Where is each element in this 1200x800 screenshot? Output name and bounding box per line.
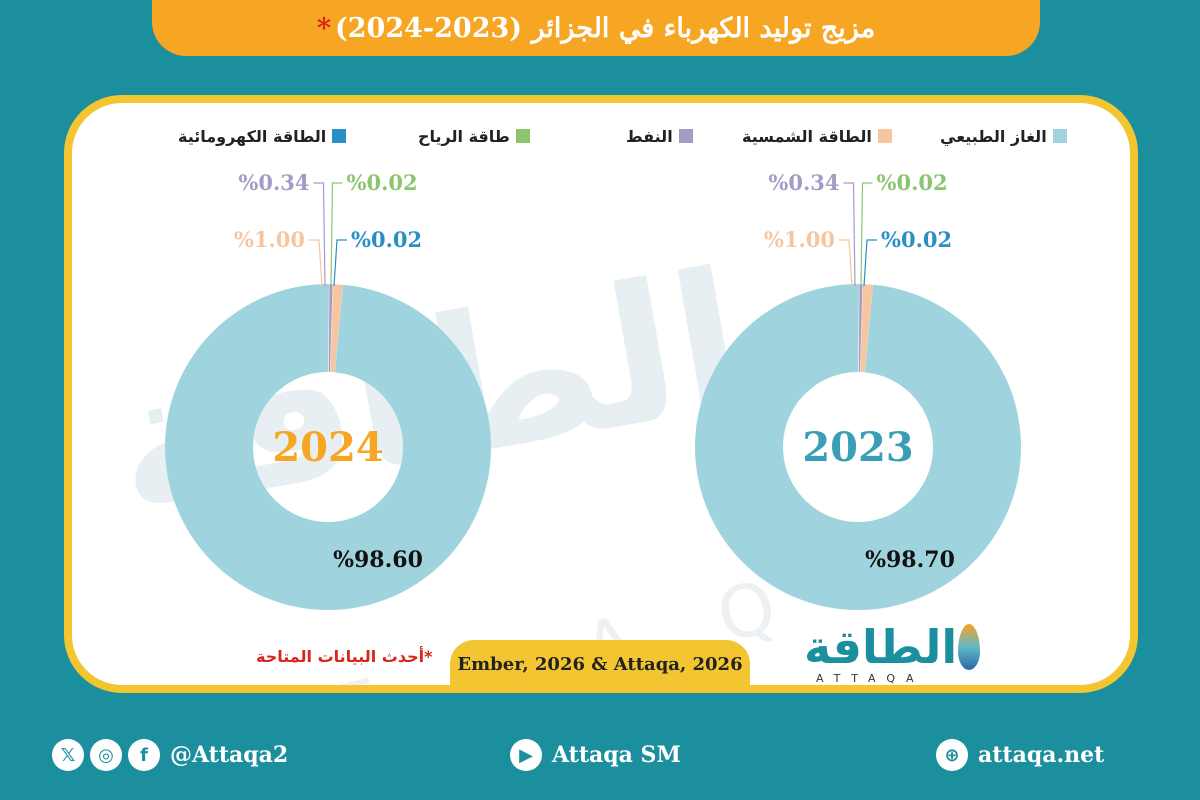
legend-swatch-gas	[1052, 129, 1067, 143]
legend-label-oil: النفط	[626, 126, 673, 146]
legend-label-wind: طاقة الرياح	[418, 126, 510, 146]
data-label-2024-hydro: %0.02	[351, 227, 422, 252]
data-label-2023-oil: %0.34	[768, 170, 839, 195]
source-label: Ember, 2026 & Attaqa, 2026	[450, 640, 750, 688]
data-label-2023-solar: %1.00	[764, 227, 835, 252]
data-label-2024-solar: %1.00	[234, 227, 305, 252]
slice-2024-gas	[164, 284, 491, 610]
youtube-channel[interactable]: Attaqa SM	[552, 742, 681, 768]
x-icon[interactable]: 𝕏	[52, 739, 84, 771]
legend-label-hydro: الطاقة الكهرومائية	[178, 126, 327, 146]
youtube-icon[interactable]: ▶	[510, 739, 542, 771]
globe-icon[interactable]: ⊕	[936, 739, 968, 771]
slice-2023-gas	[695, 284, 1022, 610]
chart-title: مزيج توليد الكهرباء في الجزائر (2023-202…	[334, 12, 876, 44]
legend-item-hydro: الطاقة الكهرومائية	[178, 124, 347, 148]
leader-line-2024-oil	[313, 182, 326, 287]
youtube-group: ▶ Attaqa SM	[510, 737, 681, 773]
data-label-2023-hydro: %0.02	[881, 227, 952, 252]
logo-latin: ATTAQA	[816, 672, 925, 685]
facebook-icon[interactable]: f	[128, 739, 160, 771]
legend-swatch-oil	[678, 129, 693, 143]
leader-line-2024-wind	[330, 182, 343, 287]
center-year-2024: 2024	[272, 424, 383, 471]
legend-item-oil: النفط	[626, 124, 693, 148]
legend-item-solar: الطاقة الشمسية	[742, 124, 892, 148]
title-asterisk: *	[316, 12, 331, 44]
center-year-2023: 2023	[802, 424, 913, 471]
leader-line-2024-hydro	[333, 239, 347, 287]
logo-arabic: الطاقة	[804, 620, 958, 674]
leader-line-2024-solar	[309, 239, 323, 287]
attaqa-logo: الطاقة ATTAQA	[804, 618, 984, 686]
social-handle[interactable]: @Attaqa2	[170, 742, 289, 768]
social-handle-group: 𝕏 ◎ f @Attaqa2	[52, 737, 288, 773]
slice-2024-solar	[330, 283, 344, 373]
legend-label-solar: الطاقة الشمسية	[742, 126, 872, 146]
legend-item-gas: الغاز الطبيعي	[940, 124, 1067, 148]
data-label-2023-gas: %98.70	[865, 547, 955, 573]
data-label-2024-gas: %98.60	[333, 547, 423, 573]
data-label-2024-oil: %0.34	[238, 170, 309, 195]
data-label-2024-wind: %0.02	[347, 170, 418, 195]
legend-item-wind: طاقة الرياح	[418, 124, 530, 148]
legend-swatch-hydro	[332, 129, 347, 143]
legend-label-gas: الغاز الطبيعي	[940, 126, 1047, 146]
leader-line-2023-solar	[839, 239, 853, 287]
leader-line-2023-hydro	[863, 239, 877, 287]
website-group: ⊕ attaqa.net	[936, 737, 1104, 773]
leader-line-2023-oil	[843, 182, 856, 287]
website-link[interactable]: attaqa.net	[978, 742, 1105, 768]
title-bar: مزيج توليد الكهرباء في الجزائر (2023-202…	[152, 0, 1040, 56]
legend-swatch-wind	[515, 129, 530, 143]
data-label-2023-wind: %0.02	[877, 170, 948, 195]
logo-drop-icon	[958, 624, 980, 670]
legend-swatch-solar	[877, 129, 892, 143]
latest-data-note: *أحدث البيانات المتاحة	[256, 647, 433, 666]
leader-line-2023-wind	[860, 182, 873, 287]
instagram-icon[interactable]: ◎	[90, 739, 122, 771]
